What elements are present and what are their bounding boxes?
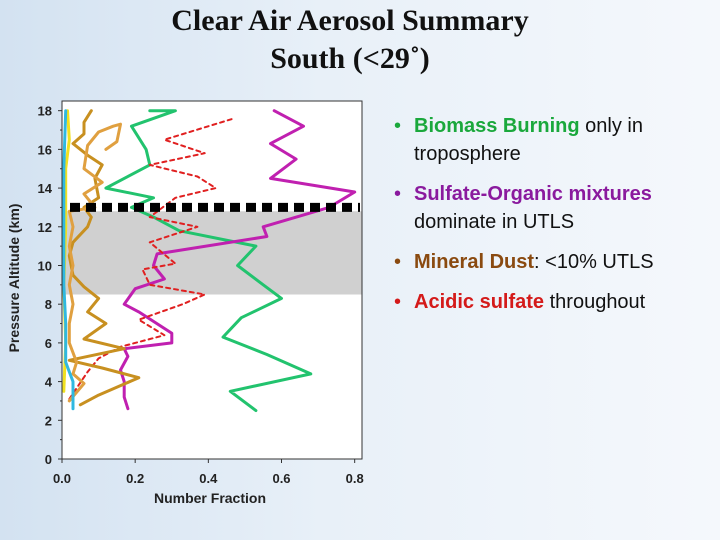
bullet-symbol: • [394, 183, 402, 205]
utls-shaded-band [62, 211, 362, 295]
series-line-1 [119, 109, 357, 411]
bullet-text: throughout [544, 291, 646, 313]
bullet-symbol: • [394, 115, 402, 137]
bullet-mineral-dust: • Mineral Dust: <10% UTLS [390, 248, 715, 276]
bullet-highlight: Mineral Dust [414, 251, 535, 273]
y-tick-label: 12 [38, 220, 52, 235]
series-line-2 [68, 117, 235, 400]
y-tick-label: 16 [38, 142, 52, 157]
bullet-acidic-sulfate: • Acidic sulfate throughout [390, 288, 715, 316]
series-line-0 [104, 109, 313, 413]
bullet-biomass: • Biomass Burning only in troposphere [390, 112, 715, 168]
x-tick-label: 0.8 [346, 471, 364, 486]
y-tick-label: 14 [38, 181, 53, 196]
bullet-sulfate-organic: • Sulfate-Organic mixtures dominate in U… [390, 180, 715, 236]
bullet-list: • Biomass Burning only in troposphere • … [390, 112, 715, 328]
x-tick-label: 0.0 [53, 471, 71, 486]
y-tick-label: 10 [38, 258, 52, 273]
x-tick-label: 0.4 [199, 471, 218, 486]
y-tick-label: 8 [45, 297, 52, 312]
bullet-text: dominate in UTLS [414, 211, 575, 233]
series-line-4 [67, 122, 122, 403]
bullet-symbol: • [394, 251, 402, 273]
title-line-2: South (<29˚) [270, 42, 430, 75]
series-line-6 [62, 109, 75, 411]
x-tick-label: 0.6 [272, 471, 290, 486]
bullet-symbol: • [394, 291, 402, 313]
bullet-text: : <10% UTLS [534, 251, 654, 273]
bullet-highlight: Biomass Burning [414, 115, 580, 137]
bullet-highlight: Acidic sulfate [414, 291, 545, 313]
y-tick-label: 2 [45, 413, 52, 428]
y-tick-label: 0 [45, 452, 52, 467]
bullet-highlight: Sulfate-Organic mixtures [414, 183, 652, 205]
y-tick-label: 18 [38, 104, 52, 119]
y-tick-label: 4 [45, 375, 53, 390]
y-axis-label: Pressure Altitude (km) [6, 204, 22, 353]
x-tick-label: 0.2 [126, 471, 144, 486]
bullet-text: only in troposphere [414, 115, 643, 165]
title-line-1: Clear Air Aerosol Summary [171, 4, 529, 37]
plot-frame [61, 100, 363, 460]
y-tick-label: 6 [45, 336, 52, 351]
x-axis-label: Number Fraction [154, 490, 266, 506]
